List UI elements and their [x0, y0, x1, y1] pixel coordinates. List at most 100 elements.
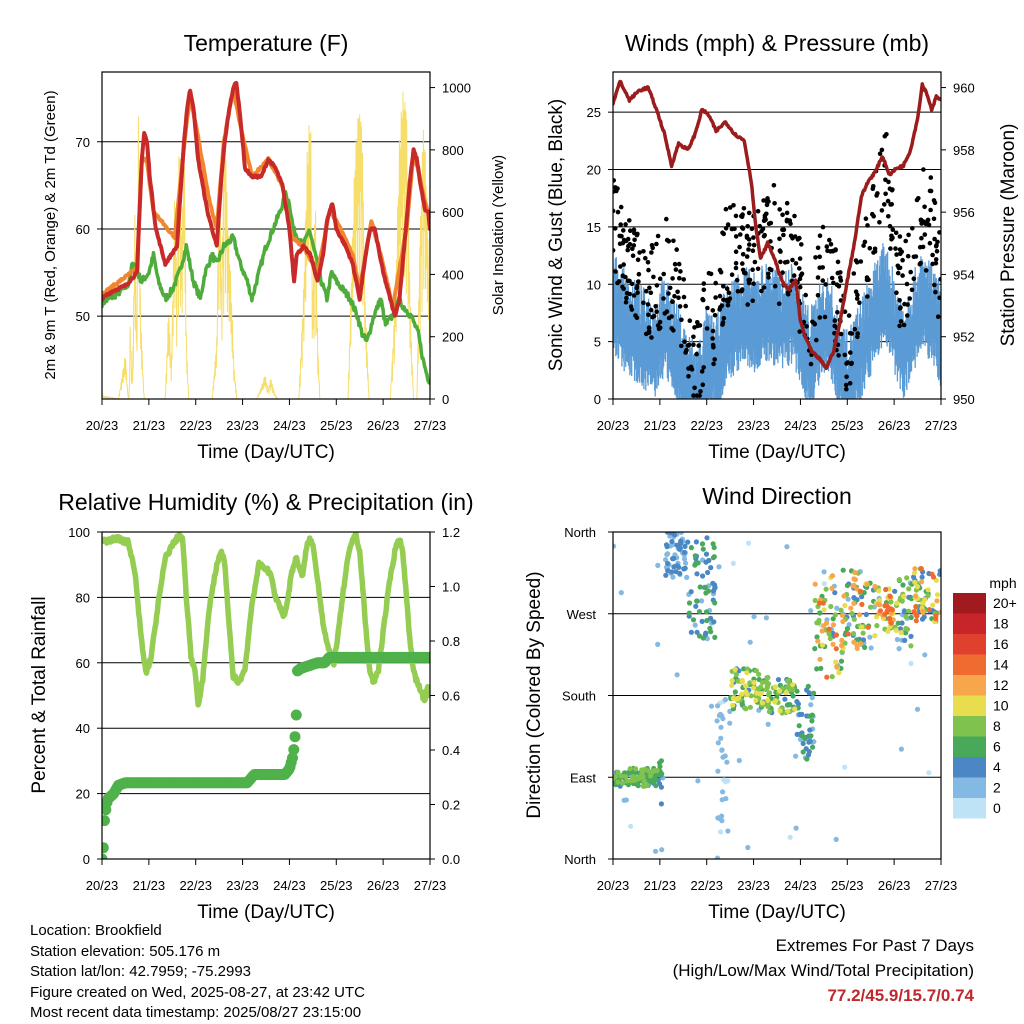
direction-point: [708, 703, 715, 709]
direction-point: [793, 753, 799, 759]
gust-point: [634, 284, 640, 290]
direction-point: [872, 583, 878, 590]
gust-point: [911, 276, 917, 282]
gust-point: [784, 200, 790, 206]
direction-point: [804, 756, 810, 762]
y-right-tick-label: 1000: [442, 81, 471, 96]
gust-point: [761, 233, 767, 239]
direction-point: [655, 641, 661, 648]
direction-point: [919, 574, 925, 580]
gust-point: [698, 389, 703, 394]
direction-point: [865, 624, 871, 630]
gust-point: [739, 213, 744, 219]
pressure-line-group: [613, 79, 941, 371]
direction-point: [744, 666, 750, 672]
gust-point: [804, 324, 809, 329]
direction-point: [743, 689, 749, 695]
gust-point: [732, 226, 737, 232]
gust-point: [746, 210, 752, 216]
direction-point: [732, 666, 738, 673]
direction-point: [814, 634, 820, 640]
direction-point: [796, 723, 802, 729]
direction-point: [829, 573, 836, 579]
gust-point: [724, 297, 730, 303]
gust-point: [762, 213, 768, 218]
direction-point: [784, 544, 790, 550]
gust-point: [679, 343, 684, 349]
legend-swatch: [953, 654, 986, 675]
gust-point: [813, 255, 818, 260]
direction-point: [759, 700, 766, 706]
y-right-tick-label: 0.8: [442, 634, 460, 649]
direction-point: [765, 703, 771, 710]
y-right-tick-label: 1.0: [442, 580, 460, 595]
gust-point: [847, 331, 853, 336]
direction-point: [842, 602, 848, 609]
direction-point: [697, 584, 703, 590]
direction-point: [787, 702, 793, 708]
direction-point: [793, 825, 799, 831]
gust-point: [761, 285, 767, 290]
gust-point: [700, 296, 705, 302]
direction-point: [904, 626, 911, 632]
gust-point: [621, 262, 626, 267]
legend-swatch: [953, 716, 986, 737]
precip-point: [288, 744, 300, 756]
x-tick-label: 25/23: [320, 418, 353, 433]
direction-point: [823, 586, 829, 592]
direction-point: [794, 688, 800, 694]
gust-point: [927, 188, 933, 194]
gust-point: [897, 323, 902, 329]
direction-point: [851, 639, 857, 645]
gust-point: [724, 286, 730, 292]
direction-point: [700, 635, 706, 641]
direction-point: [708, 565, 714, 571]
gust-point: [623, 274, 628, 280]
gust-point: [848, 350, 853, 355]
y-tick-label: 0: [83, 852, 90, 867]
direction-point: [720, 789, 726, 795]
direction-point: [929, 571, 935, 577]
direction-point: [889, 607, 896, 613]
gust-point: [766, 271, 771, 277]
direction-point: [828, 603, 834, 610]
y-right-tick-label: 200: [442, 330, 464, 345]
gust-point: [650, 245, 655, 251]
direction-point: [913, 604, 919, 610]
y-tick-label: 20: [587, 163, 601, 178]
legend-swatch: [953, 777, 986, 798]
direction-point: [834, 664, 840, 670]
x-tick-label: 20/23: [86, 878, 119, 893]
legend-label: 18: [993, 616, 1009, 632]
y-right-tick-label: 800: [442, 143, 464, 158]
gust-point: [932, 236, 937, 242]
gust-point: [815, 245, 821, 251]
direction-point: [641, 778, 647, 784]
direction-point: [814, 620, 820, 626]
gust-point: [674, 247, 679, 252]
direction-point: [658, 784, 665, 790]
direction-point: [681, 549, 688, 556]
rh-line-group: [102, 532, 430, 708]
gust-point: [874, 193, 879, 198]
gust-point: [723, 226, 729, 231]
direction-point: [764, 675, 770, 681]
direction-point: [765, 697, 771, 704]
direction-point: [894, 636, 901, 643]
gust-point: [655, 323, 661, 328]
direction-point: [833, 632, 840, 638]
direction-ylabel: Direction (Colored By Speed): [524, 571, 545, 818]
direction-point: [827, 635, 833, 642]
direction-point: [814, 666, 820, 672]
gust-point: [647, 285, 652, 291]
direction-point: [883, 586, 889, 593]
gust-point: [898, 319, 904, 324]
gust-point: [636, 271, 642, 277]
direction-point: [693, 539, 700, 545]
gust-point: [863, 216, 869, 221]
direction-point: [844, 626, 851, 632]
direction-point: [808, 608, 814, 614]
gust-point: [696, 343, 701, 348]
gust-point: [928, 207, 933, 213]
direction-frame: [612, 531, 942, 860]
